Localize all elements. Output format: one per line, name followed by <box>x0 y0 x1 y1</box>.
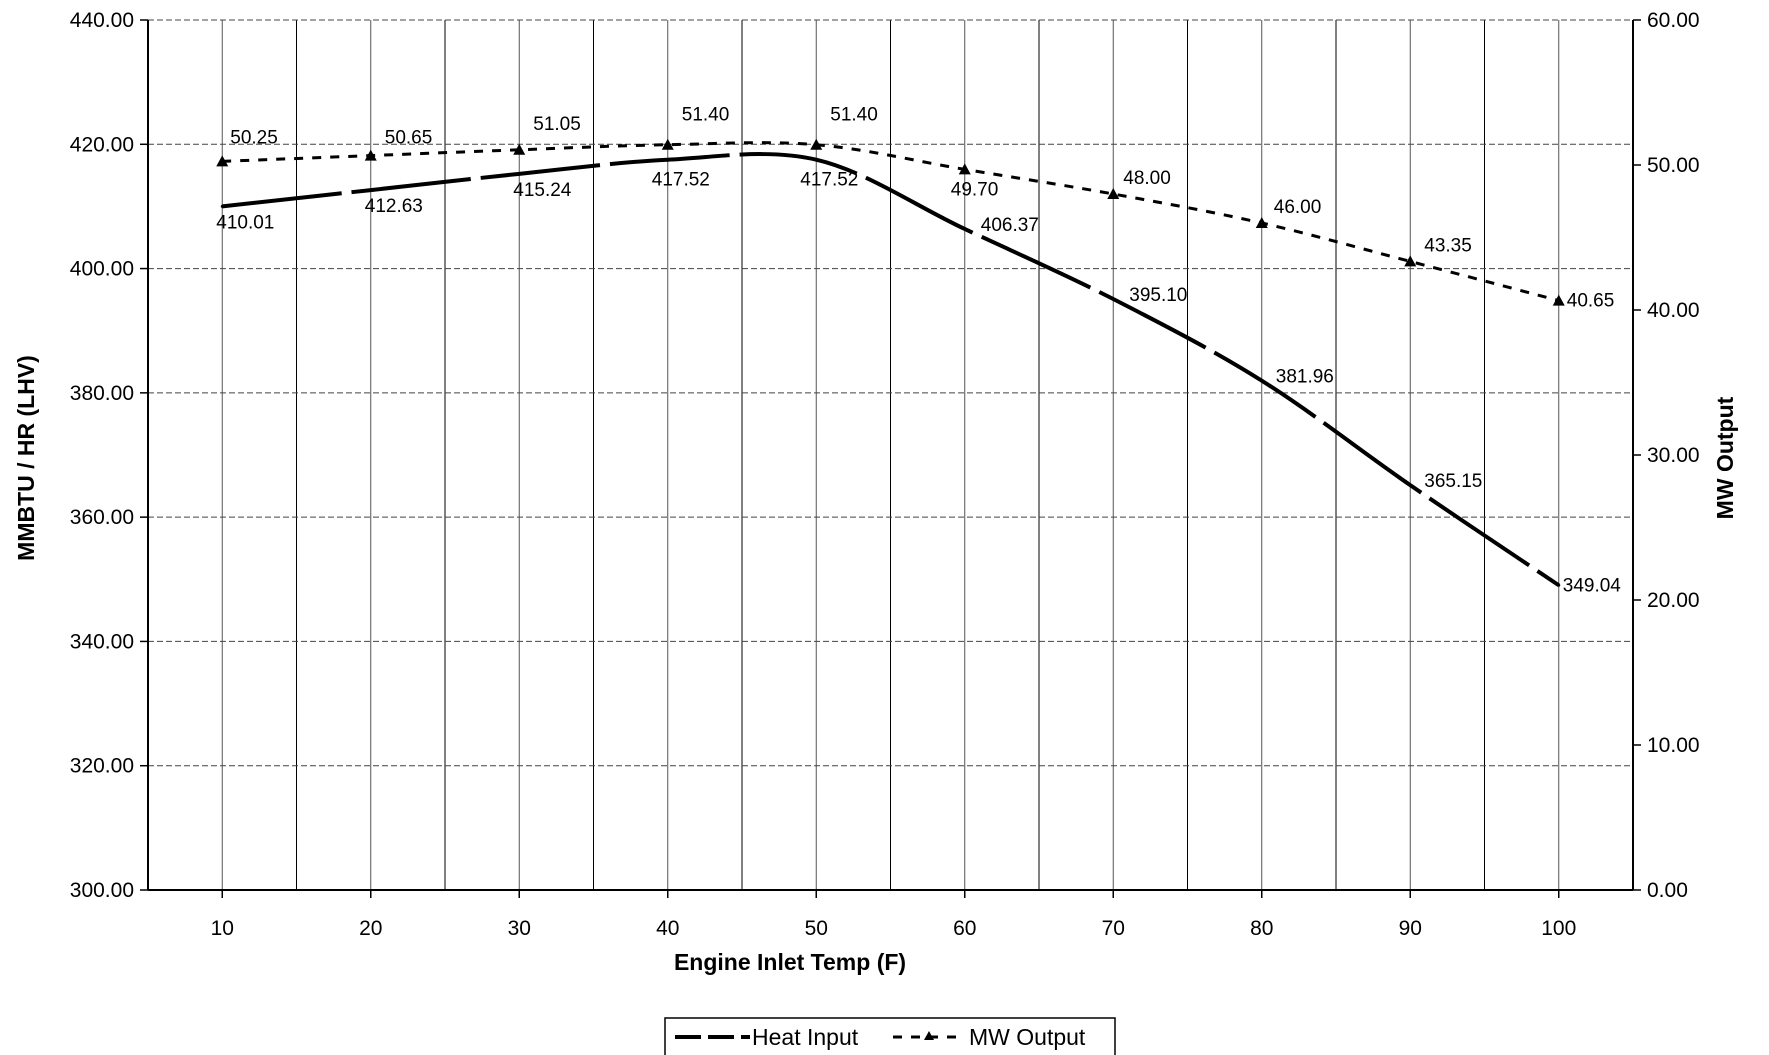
mw-output-data-label: 48.00 <box>1123 168 1171 189</box>
mw-output-data-label: 51.40 <box>830 105 878 126</box>
series <box>216 138 1565 587</box>
legend-mw-output-label: MW Output <box>969 1024 1086 1050</box>
mw-output-data-label: 43.35 <box>1424 235 1472 256</box>
mw-output-marker <box>1552 294 1565 306</box>
y2-axis-tick-label: 40.00 <box>1647 299 1700 322</box>
heat-input-point <box>666 158 670 162</box>
heat-input-line <box>222 152 1560 587</box>
mw-output-data-label: 50.25 <box>230 127 278 148</box>
heat-input-data-label: 395.10 <box>1129 285 1187 306</box>
x-axis-tick-label: 10 <box>211 917 234 940</box>
y-axis-tick-label: 300.00 <box>70 879 134 902</box>
heat-input-point <box>1408 483 1412 487</box>
heat-input-point <box>1111 297 1115 301</box>
heat-input-data-label: 417.52 <box>652 170 710 191</box>
x-axis-tick-label: 30 <box>508 917 531 940</box>
mw-output-marker <box>216 155 229 167</box>
legend-mw-output-marker <box>924 1031 934 1040</box>
y-axis-tick-label: 320.00 <box>70 755 134 778</box>
mw-output-data-label: 51.05 <box>533 114 581 135</box>
axes: 300.00320.00340.00360.00380.00400.00420.… <box>70 9 1700 940</box>
heat-input-point <box>220 204 224 208</box>
mw-output-marker <box>1404 255 1417 267</box>
data-labels: 410.01 412.63 415.24 417.52 417.52 406.37 395.… <box>216 105 1621 597</box>
x-axis-tick-label: 70 <box>1102 917 1125 940</box>
y2-axis-tick-label: 0.00 <box>1647 879 1688 902</box>
heat-input-point <box>963 227 967 231</box>
legend-box <box>664 1017 1116 1055</box>
y2-axis-tick-label: 60.00 <box>1647 9 1700 32</box>
x-axis-tick-label: 60 <box>953 917 976 940</box>
mw-output-data-label: 50.65 <box>385 128 433 149</box>
x-axis-tick-label: 50 <box>805 917 828 940</box>
y2-axis-tick-label: 50.00 <box>1647 154 1700 177</box>
mw-output-data-label: 51.40 <box>682 105 730 126</box>
legend: Heat Input MW Output <box>664 1017 1116 1055</box>
heat-input-point <box>1260 379 1264 383</box>
x-axis-tick-label: 80 <box>1250 917 1273 940</box>
x-axis-title: Engine Inlet Temp (F) <box>674 949 906 975</box>
y-axis-title: MMBTU / HR (LHV) <box>13 355 39 561</box>
heat-input-data-label: 349.04 <box>1563 575 1622 596</box>
mw-output-marker <box>1255 217 1268 228</box>
heat-input-point <box>369 188 373 192</box>
mw-output-marker <box>661 138 674 150</box>
y-axis-tick-label: 400.00 <box>70 258 134 281</box>
y2-axis-title: MW Output <box>1712 396 1738 519</box>
y-axis-tick-label: 440.00 <box>70 9 134 32</box>
heat-input-point <box>814 158 818 162</box>
mw-output-marker <box>364 149 377 161</box>
y-axis-tick-label: 420.00 <box>70 133 134 156</box>
mw-output-marker <box>513 143 526 155</box>
y-axis-tick-label: 380.00 <box>70 382 134 405</box>
y2-axis-tick-label: 30.00 <box>1647 444 1700 467</box>
mw-output-data-label: 49.70 <box>951 179 999 200</box>
x-axis-tick-label: 20 <box>359 917 382 940</box>
mw-output-line <box>222 141 1560 303</box>
mw-output-data-label: 46.00 <box>1274 197 1322 218</box>
heat-input-point <box>517 172 521 176</box>
gridlines <box>148 19 1633 891</box>
heat-input-data-label: 412.63 <box>365 196 423 217</box>
x-axis-tick-label: 90 <box>1399 917 1422 940</box>
mw-output-data-label: 40.65 <box>1567 291 1615 312</box>
heat-input-data-label: 410.01 <box>216 212 274 233</box>
mw-output-marker <box>958 163 971 175</box>
y-axis-tick-label: 360.00 <box>70 506 134 529</box>
legend-heat-input-label: Heat Input <box>752 1024 859 1050</box>
mw-output-marker <box>810 138 823 150</box>
y2-axis-tick-label: 10.00 <box>1647 734 1700 757</box>
x-axis-tick-label: 100 <box>1541 917 1576 940</box>
heat-input-data-label: 381.96 <box>1276 367 1334 388</box>
y2-axis-tick-label: 20.00 <box>1647 589 1700 612</box>
mw-output-marker <box>1107 188 1120 199</box>
y-axis-tick-label: 340.00 <box>70 630 134 653</box>
heat-input-data-label: 406.37 <box>981 215 1039 236</box>
heat-input-point <box>1557 583 1561 587</box>
heat-input-data-label: 417.52 <box>800 170 858 191</box>
heat-input-data-label: 415.24 <box>513 180 572 201</box>
x-axis-tick-label: 40 <box>656 917 679 940</box>
heat-input-data-label: 365.15 <box>1424 471 1482 492</box>
